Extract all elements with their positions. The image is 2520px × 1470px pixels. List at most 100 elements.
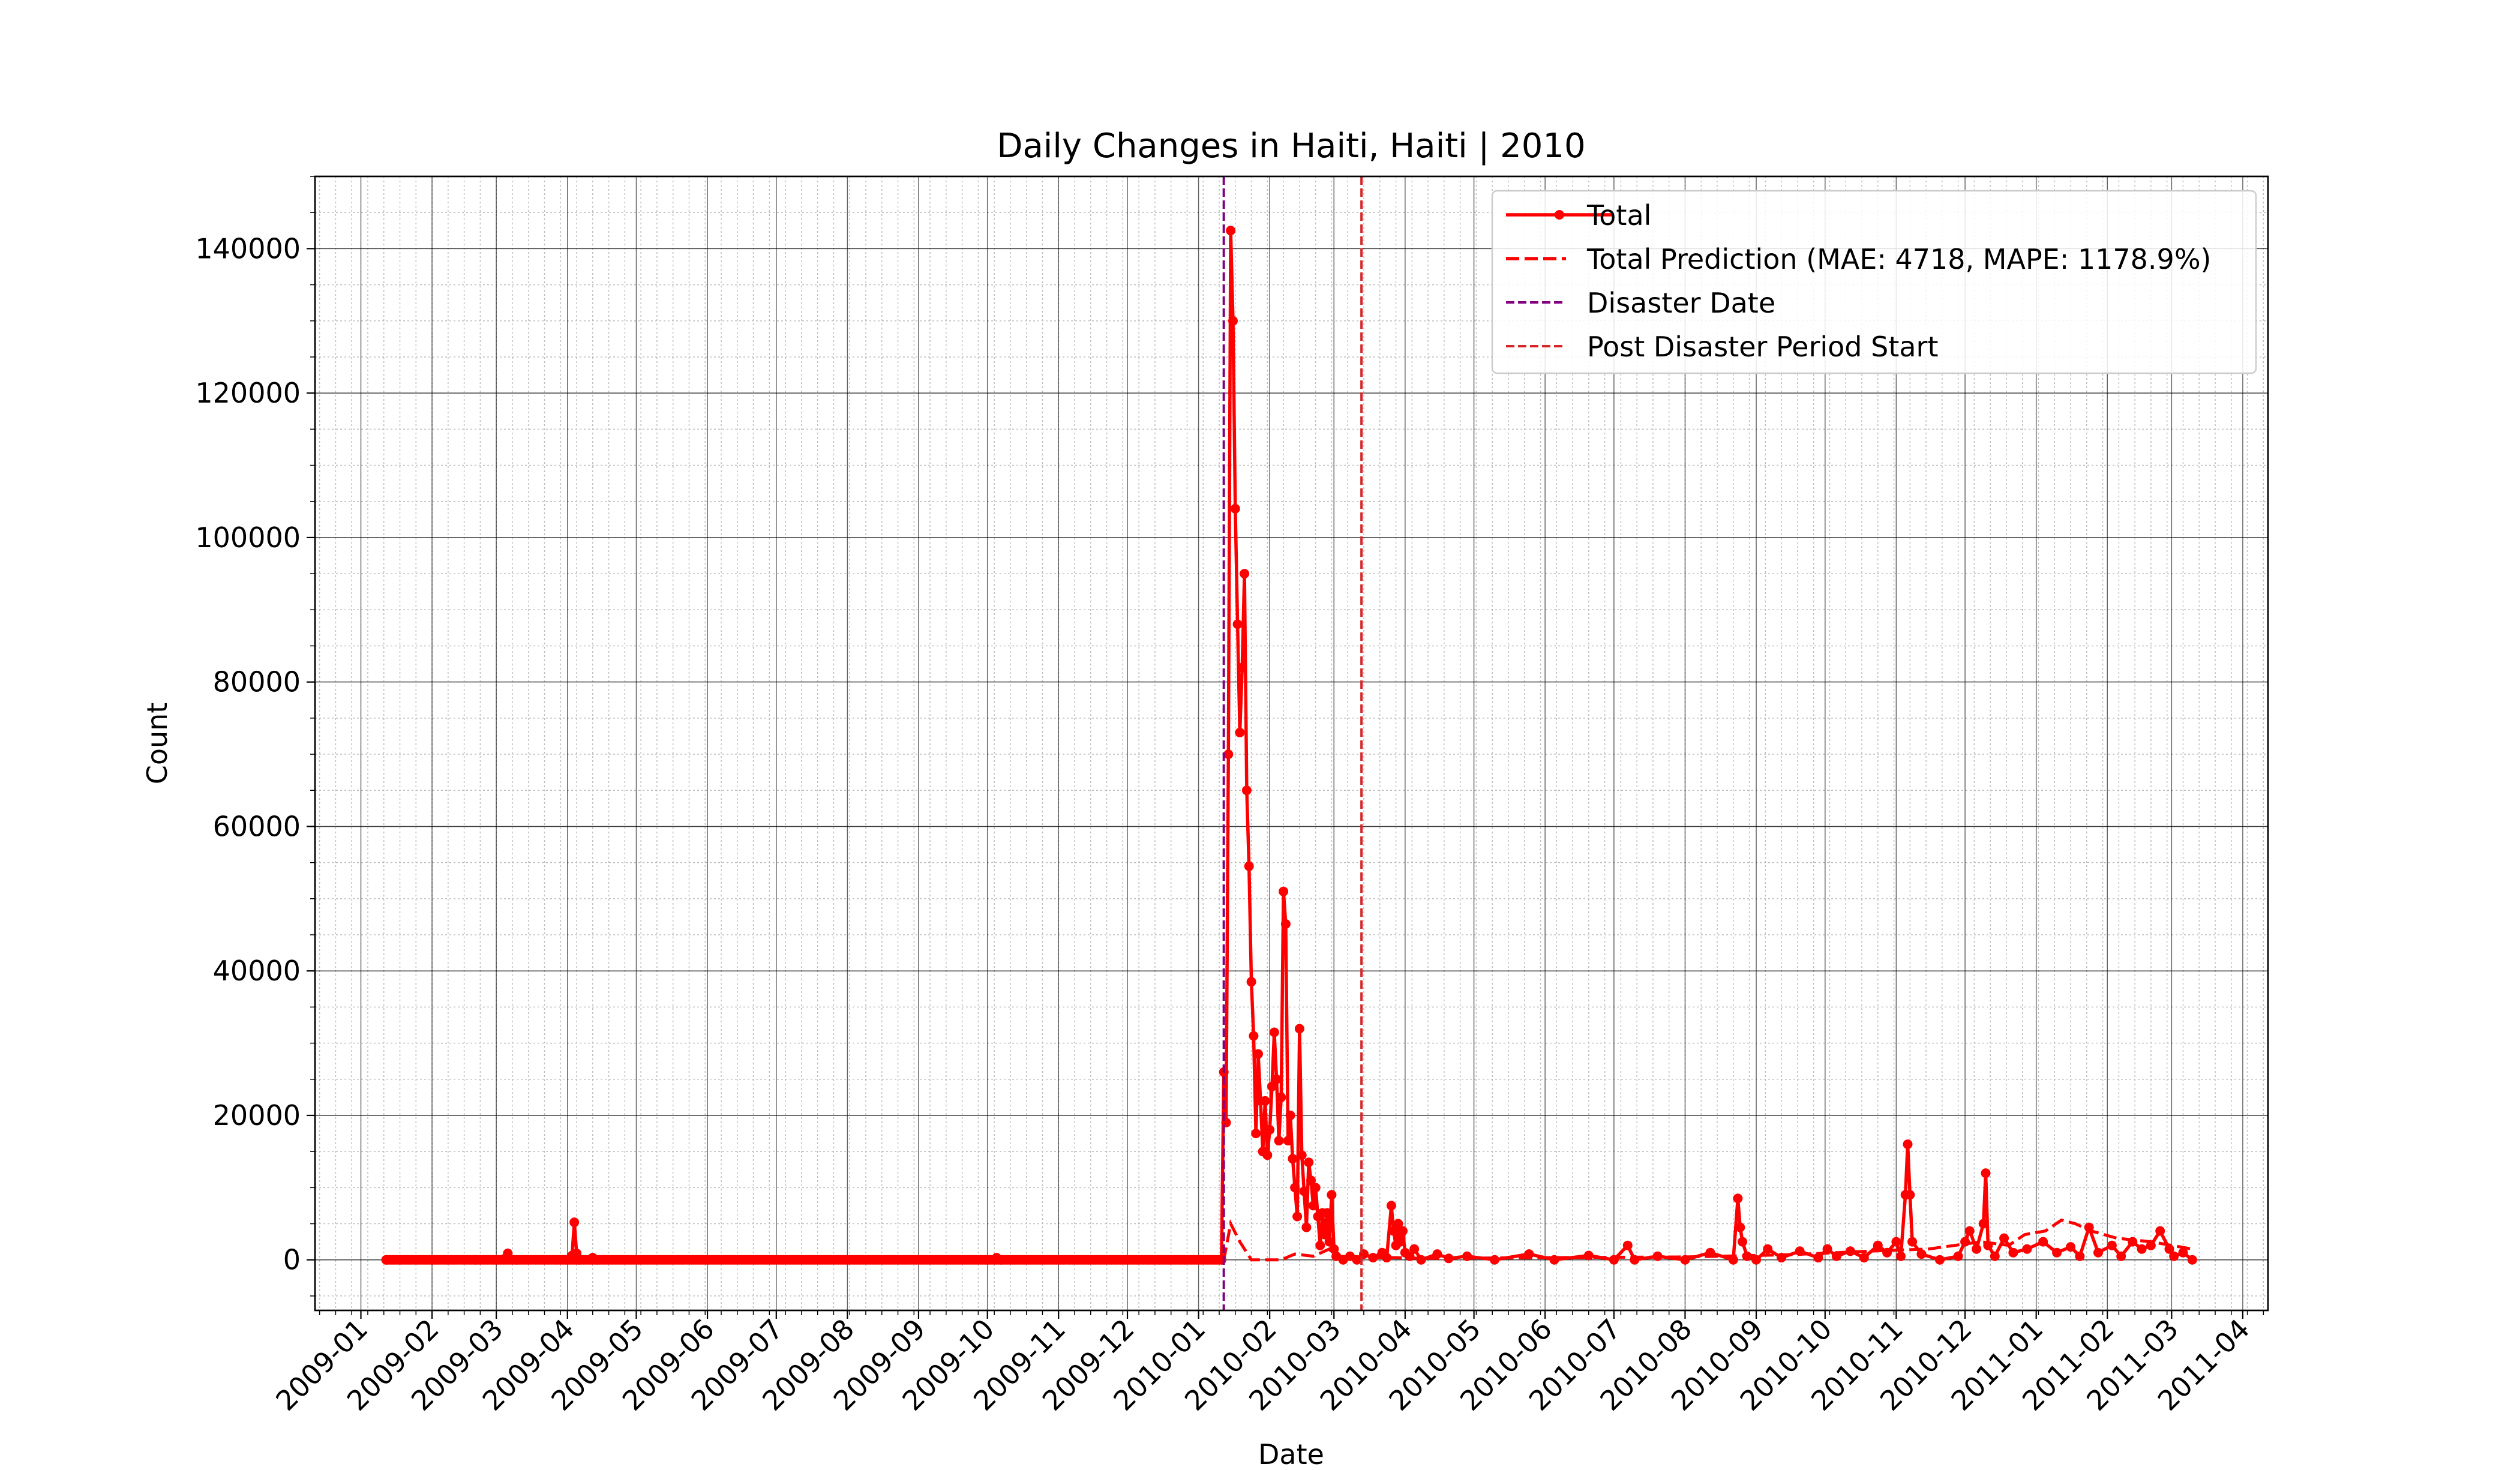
data-point-total bbox=[1490, 1255, 1499, 1265]
data-point-total bbox=[1859, 1253, 1869, 1263]
data-point-total bbox=[569, 1217, 580, 1228]
data-point-total bbox=[1630, 1255, 1640, 1265]
y-tick-label: 20000 bbox=[213, 1099, 301, 1132]
data-point-total bbox=[1269, 1027, 1279, 1037]
data-point-total bbox=[1274, 1136, 1284, 1146]
series-layer bbox=[381, 226, 2197, 1265]
data-point-total bbox=[1609, 1255, 1619, 1265]
legend-label-total: Total bbox=[1586, 199, 1651, 232]
data-point-total bbox=[1981, 1168, 1991, 1178]
data-point-total bbox=[2008, 1247, 2018, 1258]
data-point-total bbox=[1652, 1251, 1663, 1261]
y-tick-label: 80000 bbox=[213, 666, 301, 698]
data-point-total bbox=[1903, 1139, 1913, 1150]
data-point-total bbox=[1292, 1211, 1303, 1222]
data-point-total bbox=[574, 1255, 584, 1265]
vline-layer bbox=[1222, 176, 1363, 1310]
data-point-total bbox=[1235, 727, 1245, 737]
data-point-total bbox=[1549, 1255, 1559, 1265]
y-axis-label: Count bbox=[141, 703, 173, 785]
data-point-total bbox=[1777, 1253, 1787, 1263]
data-point-total bbox=[1964, 1226, 1975, 1236]
data-point-total bbox=[2164, 1244, 2174, 1254]
data-point-total bbox=[1822, 1244, 1832, 1254]
data-point-total bbox=[1978, 1219, 1988, 1229]
data-point-total bbox=[1972, 1244, 1982, 1254]
data-point-total bbox=[1297, 1150, 1307, 1160]
data-point-total bbox=[1280, 919, 1291, 929]
data-point-total bbox=[1294, 1024, 1304, 1034]
data-point-total bbox=[1285, 1111, 1295, 1120]
data-point-total bbox=[1246, 977, 1256, 987]
data-point-total bbox=[1352, 1255, 1362, 1265]
data-point-total bbox=[1244, 861, 1254, 871]
data-point-total bbox=[1891, 1237, 1901, 1247]
data-point-total bbox=[1241, 785, 1252, 796]
y-tick-label: 60000 bbox=[213, 810, 301, 842]
data-point-total bbox=[2137, 1244, 2147, 1254]
data-point-total bbox=[2178, 1247, 2188, 1258]
data-point-total bbox=[996, 1255, 1006, 1265]
legend-marker-total bbox=[1555, 210, 1564, 220]
data-point-total bbox=[1953, 1251, 1963, 1261]
data-point-total bbox=[1237, 662, 1247, 673]
data-point-total bbox=[1935, 1255, 1945, 1265]
data-point-total bbox=[2128, 1237, 2138, 1247]
y-tick-label: 40000 bbox=[213, 955, 301, 987]
data-point-total bbox=[1267, 1081, 1277, 1091]
data-point-total bbox=[1751, 1255, 1761, 1265]
data-point-total bbox=[1279, 886, 1289, 896]
data-point-total bbox=[2022, 1244, 2032, 1254]
data-point-total bbox=[1882, 1247, 1892, 1258]
legend-box bbox=[1491, 190, 2257, 374]
data-point-total bbox=[1240, 569, 1250, 579]
data-point-total bbox=[1763, 1244, 1773, 1254]
data-point-total bbox=[1382, 1253, 1392, 1263]
data-point-total bbox=[1916, 1249, 1927, 1259]
data-point-total bbox=[1583, 1250, 1594, 1261]
series-line-prediction bbox=[386, 1218, 2193, 1262]
data-point-total bbox=[592, 1255, 602, 1265]
data-point-total bbox=[1320, 1229, 1330, 1240]
data-point-total bbox=[703, 1255, 713, 1265]
data-point-total bbox=[1262, 1150, 1273, 1160]
data-point-total bbox=[2093, 1247, 2103, 1258]
data-point-total bbox=[1680, 1255, 1690, 1265]
data-point-total bbox=[1398, 1226, 1408, 1236]
data-point-total bbox=[1873, 1240, 1883, 1250]
data-point-total bbox=[2107, 1240, 2117, 1250]
data-point-total bbox=[2187, 1255, 2197, 1265]
data-point-total bbox=[1524, 1249, 1534, 1259]
data-point-total bbox=[1322, 1208, 1332, 1218]
data-point-total bbox=[1396, 1237, 1406, 1247]
data-point-total bbox=[1283, 1136, 1293, 1146]
y-tick-label: 120000 bbox=[195, 377, 301, 409]
data-point-total bbox=[1301, 1222, 1312, 1232]
data-point-total bbox=[1386, 1201, 1396, 1211]
data-point-total bbox=[2169, 1251, 2179, 1261]
data-point-total bbox=[1983, 1240, 1993, 1250]
legend-label-disaster-date: Disaster Date bbox=[1587, 287, 1775, 319]
data-point-total bbox=[512, 1255, 522, 1265]
legend-label-prediction: Total Prediction (MAE: 4718, MAPE: 1178.… bbox=[1586, 243, 2211, 275]
data-point-total bbox=[982, 1255, 992, 1265]
data-point-total bbox=[1265, 1125, 1275, 1135]
data-point-total bbox=[1990, 1251, 2000, 1261]
data-point-total bbox=[1308, 1201, 1318, 1211]
data-point-total bbox=[503, 1248, 513, 1258]
data-point-total bbox=[1329, 1244, 1339, 1254]
data-point-total bbox=[1368, 1253, 1378, 1263]
data-point-total bbox=[2155, 1226, 2165, 1236]
data-point-total bbox=[1299, 1186, 1309, 1196]
legend-label-post-disaster: Post Disaster Period Start bbox=[1587, 331, 1939, 363]
data-point-total bbox=[1999, 1233, 2009, 1243]
data-point-total bbox=[470, 1255, 481, 1265]
data-point-total bbox=[1905, 1190, 1915, 1200]
y-tick-label: 140000 bbox=[195, 232, 301, 265]
data-point-total bbox=[1324, 1237, 1334, 1247]
data-point-total bbox=[427, 1255, 437, 1265]
data-point-total bbox=[2066, 1242, 2076, 1252]
data-point-total bbox=[2075, 1251, 2085, 1261]
data-point-total bbox=[2146, 1240, 2156, 1250]
